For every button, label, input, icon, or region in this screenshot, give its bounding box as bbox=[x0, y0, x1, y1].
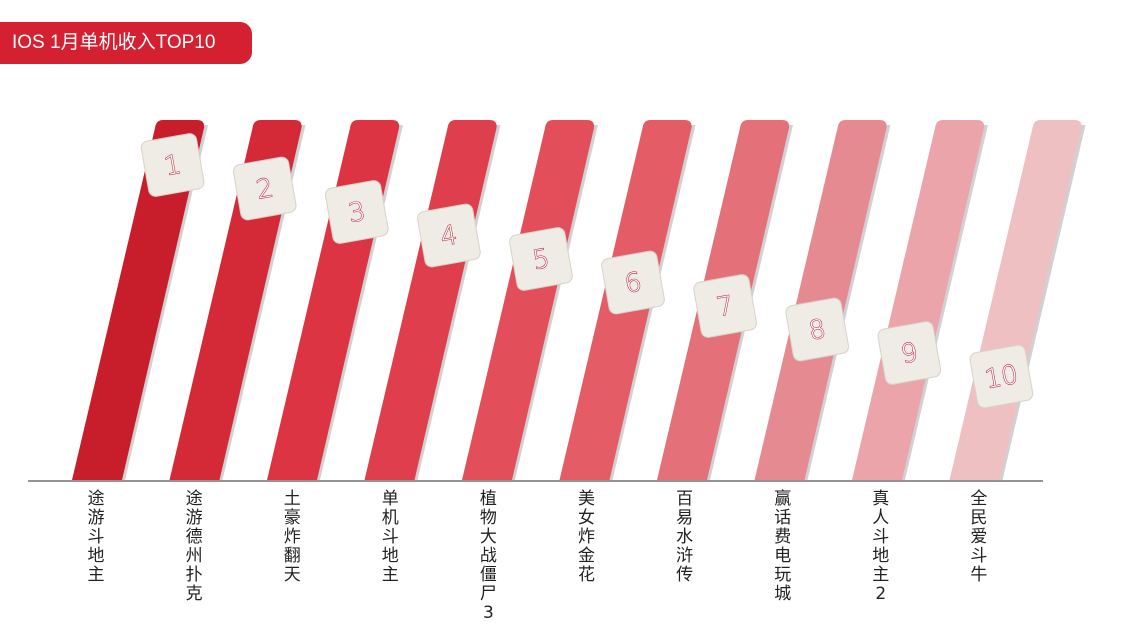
category-label: 单机斗地主 bbox=[381, 489, 399, 585]
rank-tag-card bbox=[785, 297, 850, 362]
rank-tag-card bbox=[693, 274, 757, 338]
rank-tag: 4 bbox=[417, 203, 481, 268]
bar bbox=[462, 120, 595, 480]
rank-tag-card bbox=[232, 156, 297, 221]
rank-number: 5 bbox=[530, 244, 552, 276]
category-label: 百易水浒传 bbox=[676, 489, 694, 585]
rank-tag: 5 bbox=[509, 227, 573, 291]
rank-tag-card bbox=[601, 250, 665, 315]
rank-number: 6 bbox=[622, 267, 644, 299]
category-label: 全民爱斗牛 bbox=[970, 489, 988, 585]
chart-title: IOS 1月单机收入TOP10 bbox=[0, 22, 252, 64]
category-label: 途游德州扑克 bbox=[185, 489, 203, 604]
rank-tag-card bbox=[417, 203, 481, 268]
rank-number: 10 bbox=[983, 360, 1021, 395]
rank-tag-card bbox=[969, 344, 1034, 409]
rank-tag: 10 bbox=[969, 344, 1034, 409]
bar bbox=[852, 120, 985, 480]
category-label: 植物大战僵尸3 bbox=[479, 489, 497, 623]
rank-tag: 1 bbox=[140, 133, 205, 197]
category-label: 美女炸金花 bbox=[578, 489, 595, 585]
category-label: 途游斗地主 bbox=[87, 489, 105, 585]
rank-tag: 2 bbox=[232, 156, 297, 221]
rank-number: 8 bbox=[807, 314, 829, 346]
rank-tag-card bbox=[509, 227, 573, 291]
rank-tag-card bbox=[140, 133, 205, 197]
category-label: 真人斗地主2 bbox=[872, 489, 890, 604]
rank-number: 2 bbox=[254, 173, 276, 205]
category-label: 土豪炸翻天 bbox=[283, 489, 301, 585]
rank-tags-group: 1 2 3 4 5 6 7 8 9 10 bbox=[140, 133, 1034, 409]
rank-tag: 9 bbox=[877, 321, 942, 385]
bars-group bbox=[72, 120, 1086, 480]
bar bbox=[72, 120, 205, 480]
rank-tag-card bbox=[324, 180, 389, 244]
rank-tag: 7 bbox=[693, 274, 757, 338]
rank-number: 7 bbox=[715, 291, 737, 323]
rank-number: 1 bbox=[162, 150, 184, 182]
rank-tag: 6 bbox=[601, 250, 665, 315]
rank-number: 9 bbox=[899, 338, 921, 370]
rank-number: 4 bbox=[438, 220, 460, 252]
rank-tag: 8 bbox=[785, 297, 850, 362]
rank-number: 3 bbox=[346, 197, 368, 229]
rank-tag-card bbox=[877, 321, 942, 385]
rank-tag: 3 bbox=[324, 180, 389, 244]
category-label: 赢话费电玩城 bbox=[774, 489, 792, 604]
